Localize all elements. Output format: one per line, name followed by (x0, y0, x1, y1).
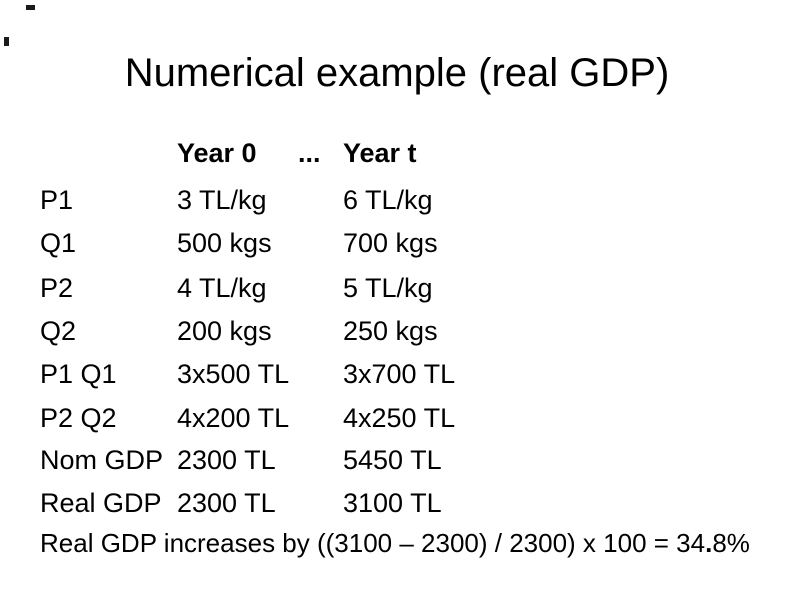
cell-year0: 3x500 TL (177, 359, 290, 389)
table-row: Q1 500 kgs 700 kgs (40, 228, 438, 259)
table-row: P2 Q2 4x200 TL 4x250 TL (40, 403, 455, 434)
cell-year0: 500 kgs (177, 228, 272, 258)
column-header-ellipsis: ... (298, 138, 321, 168)
column-header-yeart: Year t (343, 138, 417, 168)
cell-year0: 3 TL/kg (177, 185, 267, 215)
row-label: P2 (40, 273, 74, 303)
table-row: P1 3 TL/kg 6 TL/kg (40, 185, 433, 216)
row-label: Nom GDP (40, 445, 164, 475)
cell-yeart: 3100 TL (343, 488, 442, 518)
table-row: Nom GDP 2300 TL 5450 TL (40, 445, 442, 476)
cell-yeart: 4x250 TL (343, 403, 456, 433)
cell-yeart: 5450 TL (343, 445, 442, 475)
conclusion-text-before: Real GDP increases by ((3100 – 2300) / 2… (40, 528, 706, 558)
header-empty-cell (40, 138, 177, 169)
artifact-mark-top (26, 5, 35, 10)
conclusion-line: Real GDP increases by ((3100 – 2300) / 2… (40, 528, 750, 559)
cell-year0: 200 kgs (177, 316, 272, 346)
cell-yeart: 250 kgs (343, 316, 438, 346)
cell-year0: 4x200 TL (177, 403, 290, 433)
conclusion-bold-dot: . (705, 528, 713, 558)
cell-yeart: 6 TL/kg (343, 185, 433, 215)
row-label: Q2 (40, 316, 77, 346)
table-row: Real GDP 2300 TL 3100 TL (40, 488, 442, 519)
row-label: P1 Q1 (40, 359, 117, 389)
row-label: P2 Q2 (40, 403, 117, 433)
table-row: Q2 200 kgs 250 kgs (40, 316, 438, 347)
table-row: P1 Q1 3x500 TL 3x700 TL (40, 359, 455, 390)
conclusion-text-after: 8% (712, 528, 750, 558)
row-label: Real GDP (40, 488, 162, 518)
cell-year0: 4 TL/kg (177, 273, 267, 303)
cell-yeart: 3x700 TL (343, 359, 456, 389)
row-label: P1 (40, 185, 74, 215)
cell-year0: 2300 TL (177, 445, 276, 475)
row-label: Q1 (40, 228, 77, 258)
cell-yeart: 5 TL/kg (343, 273, 433, 303)
column-header-year0: Year 0 (177, 138, 257, 168)
table-row: P2 4 TL/kg 5 TL/kg (40, 273, 433, 304)
cell-yeart: 700 kgs (343, 228, 438, 258)
cell-year0: 2300 TL (177, 488, 276, 518)
table-header-row: Year 0 ... Year t (40, 138, 417, 169)
slide-title: Numerical example (real GDP) (124, 51, 670, 95)
artifact-mark-left (4, 37, 9, 46)
